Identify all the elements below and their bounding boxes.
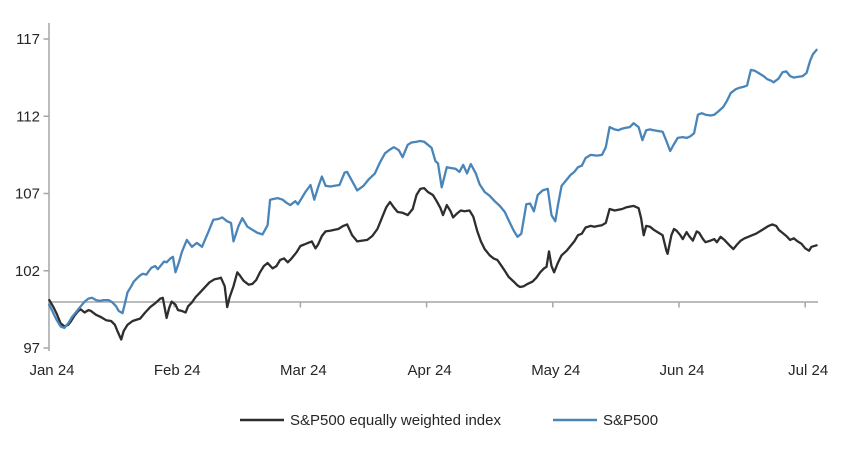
x-axis-tick-labels: Jan 24 Feb 24 Mar 24 Apr 24 May 24 Jun 24 Jul … — [29, 362, 828, 379]
series-line-equal-weight — [48, 186, 818, 341]
x-tick-label: Jul 24 — [788, 362, 828, 379]
x-tick-label: Feb 24 — [154, 362, 201, 379]
x-axis-ticks — [48, 302, 806, 308]
y-axis-ticks — [43, 38, 49, 349]
y-tick-label: 102 — [15, 263, 40, 280]
y-tick-label: 112 — [16, 108, 40, 125]
chart-legend: S&P500 equally weighted index S&P500 — [240, 412, 658, 429]
y-tick-label: 97 — [23, 340, 40, 357]
x-tick-label: Apr 24 — [407, 362, 451, 379]
y-axis-tick-labels: 97 102 107 112 117 — [15, 31, 40, 357]
data-series-lines — [48, 48, 818, 341]
x-tick-label: Jun 24 — [659, 362, 704, 379]
y-tick-label: 107 — [15, 186, 40, 203]
x-tick-label: Mar 24 — [280, 362, 327, 379]
legend-label-equal-weight: S&P500 equally weighted index — [290, 412, 501, 429]
y-tick-label: 117 — [16, 31, 40, 48]
x-tick-label: May 24 — [531, 362, 580, 379]
legend-label-sp500: S&P500 — [603, 412, 658, 429]
series-line-sp500 — [48, 48, 818, 330]
x-tick-label: Jan 24 — [29, 362, 74, 379]
